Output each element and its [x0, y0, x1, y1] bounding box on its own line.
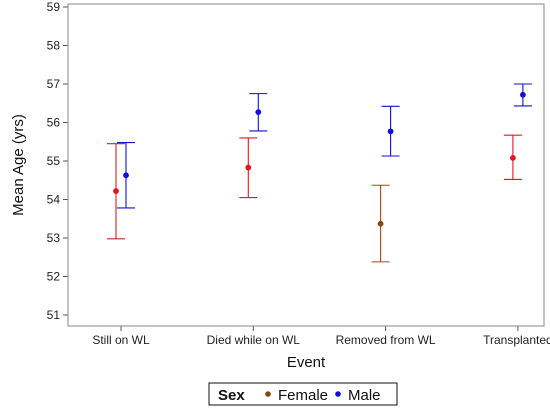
legend-label-female: Female	[278, 387, 328, 404]
legend-frame	[208, 382, 398, 406]
point-male-2	[387, 128, 394, 135]
y-tick-label-57: 57	[47, 77, 61, 91]
y-axis-title: Mean Age (yrs)	[10, 114, 27, 216]
y-tick-label-58: 58	[47, 39, 61, 53]
x-tick-label-3: Transplanted	[483, 333, 550, 347]
point-male-1	[255, 109, 262, 116]
legend-marker-female	[265, 391, 271, 397]
x-tick-label-1: Died while on WL	[207, 333, 301, 347]
point-female-3	[510, 155, 516, 161]
y-tick-label-54: 54	[47, 193, 61, 207]
y-tick-label-59: 59	[47, 0, 61, 14]
point-male-0	[123, 172, 129, 179]
y-tick-label-56: 56	[47, 116, 61, 130]
y-tick-label-55: 55	[47, 154, 61, 168]
legend-label-male: Male	[348, 387, 381, 404]
x-tick-label-0: Still on WL	[92, 333, 150, 347]
chart-marks: 51 52 53 54 55 56 57 58 59 Still on WL Died while …	[47, 0, 550, 347]
legend: Sex Female Male	[208, 382, 398, 406]
point-male-3	[520, 91, 526, 98]
point-female-0	[113, 188, 119, 194]
y-tick-label-52: 52	[47, 270, 61, 284]
y-tick-label-53: 53	[47, 231, 61, 245]
y-tick-label-51: 51	[47, 308, 61, 322]
point-female-1	[245, 164, 252, 171]
plot-frame	[67, 3, 545, 327]
legend-marker-male	[335, 391, 341, 397]
legend-title: Sex	[218, 387, 245, 404]
point-female-2	[377, 220, 384, 227]
x-axis-title: Event	[287, 354, 326, 371]
x-tick-label-2: Removed from WL	[336, 333, 436, 347]
